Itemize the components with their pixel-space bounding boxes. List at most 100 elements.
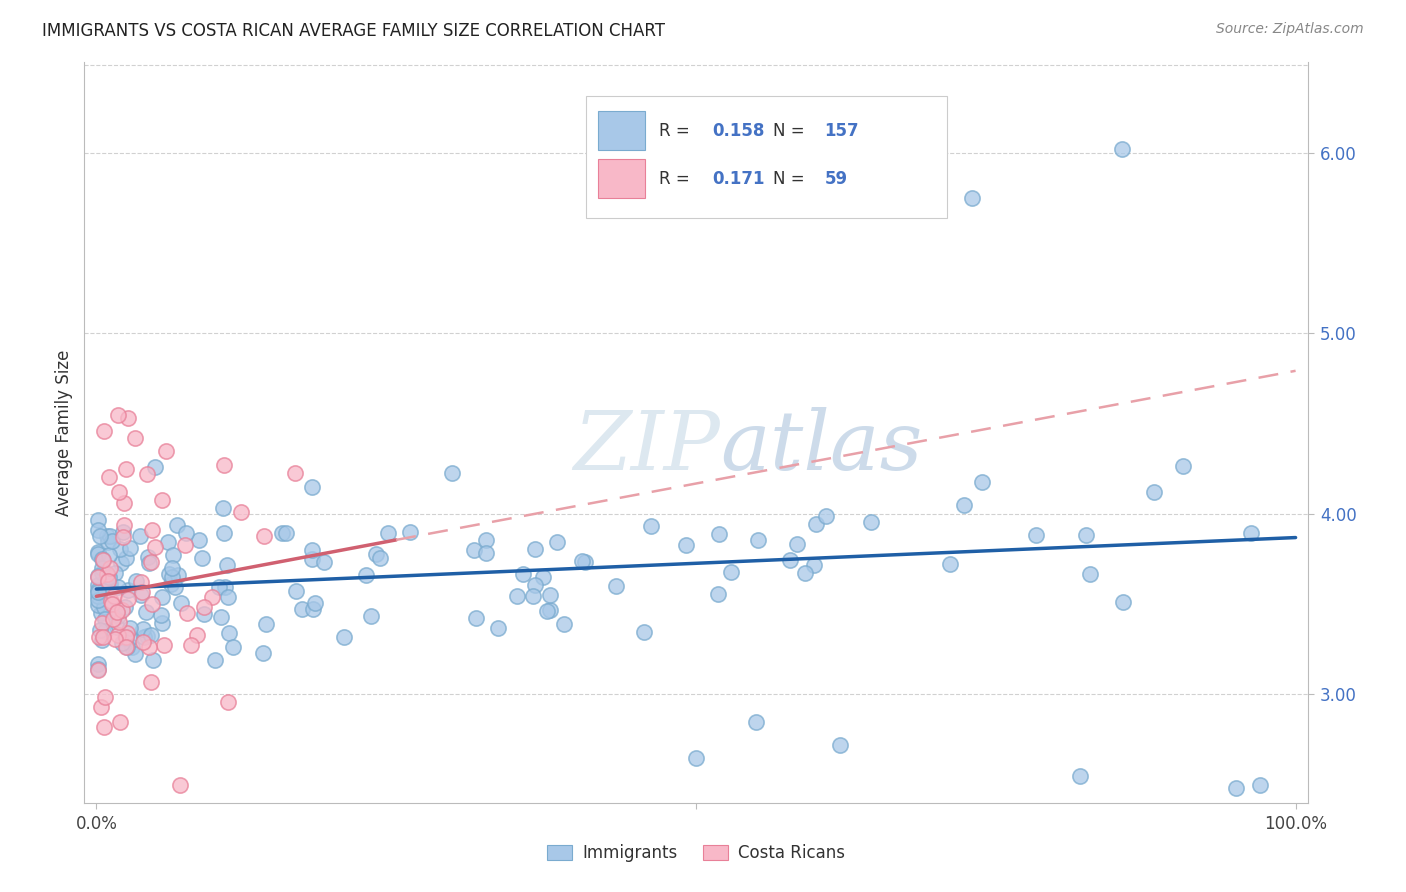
Point: [110, 556, 132, 570]
Point: [115, 461, 138, 475]
Point: [633, 624, 655, 639]
Point: [204, 653, 226, 667]
Point: [574, 555, 596, 569]
Point: [828, 738, 851, 752]
Point: [217, 590, 239, 604]
Point: [960, 191, 983, 205]
Point: [135, 629, 157, 643]
Point: [86, 598, 108, 612]
Point: [108, 615, 131, 630]
Point: [98, 529, 121, 543]
Point: [112, 518, 135, 533]
Point: [571, 554, 593, 568]
Text: Source: ZipAtlas.com: Source: ZipAtlas.com: [1216, 22, 1364, 37]
Point: [176, 526, 198, 541]
Point: [360, 608, 382, 623]
Point: [110, 714, 132, 729]
Point: [1025, 528, 1047, 542]
Point: [157, 566, 180, 581]
Point: [138, 640, 160, 654]
Text: 157: 157: [824, 121, 859, 139]
Point: [464, 610, 486, 624]
Point: [86, 657, 108, 671]
Point: [211, 501, 233, 516]
Point: [209, 609, 232, 624]
Point: [536, 604, 558, 618]
FancyBboxPatch shape: [598, 160, 644, 198]
Point: [176, 607, 198, 621]
Point: [253, 528, 276, 542]
Point: [117, 592, 139, 607]
Point: [274, 526, 297, 541]
Point: [463, 542, 485, 557]
Point: [98, 561, 121, 575]
Point: [94, 582, 117, 596]
Point: [173, 538, 195, 552]
Point: [107, 620, 129, 634]
Point: [87, 630, 110, 644]
Point: [96, 528, 118, 542]
Point: [139, 674, 162, 689]
Point: [128, 529, 150, 543]
Point: [1112, 595, 1135, 609]
Point: [89, 623, 111, 637]
Point: [97, 582, 120, 596]
Point: [231, 505, 253, 519]
Point: [87, 513, 110, 527]
Point: [1249, 778, 1271, 792]
Point: [115, 550, 138, 565]
Point: [115, 630, 138, 644]
Point: [605, 579, 627, 593]
Point: [291, 601, 314, 615]
Point: [131, 585, 153, 599]
Point: [1111, 142, 1133, 156]
Point: [162, 549, 184, 563]
Point: [512, 567, 534, 582]
Point: [101, 598, 124, 612]
Point: [104, 607, 127, 622]
Point: [538, 589, 561, 603]
Point: [150, 493, 173, 508]
Point: [86, 569, 108, 583]
Point: [141, 628, 163, 642]
Point: [191, 551, 214, 566]
Point: [150, 607, 173, 622]
Point: [93, 624, 115, 638]
Point: [142, 653, 165, 667]
Point: [505, 589, 527, 603]
Point: [786, 537, 808, 551]
Point: [129, 575, 152, 590]
Point: [153, 639, 176, 653]
Legend: Immigrants, Costa Ricans: Immigrants, Costa Ricans: [541, 838, 851, 869]
Point: [135, 605, 157, 619]
Text: R =: R =: [659, 169, 696, 187]
Point: [98, 549, 121, 563]
Point: [304, 596, 326, 610]
Text: R =: R =: [659, 121, 696, 139]
Point: [675, 539, 697, 553]
Point: [98, 570, 121, 584]
FancyBboxPatch shape: [598, 112, 644, 150]
Point: [685, 750, 707, 764]
Point: [779, 553, 801, 567]
Point: [524, 578, 547, 592]
Point: [141, 555, 163, 569]
Point: [94, 690, 117, 704]
Point: [364, 547, 387, 561]
Point: [214, 458, 236, 473]
Point: [553, 617, 575, 632]
Point: [115, 640, 138, 655]
Point: [114, 631, 136, 645]
Point: [187, 533, 209, 548]
Point: [377, 525, 399, 540]
Point: [180, 638, 202, 652]
Point: [333, 630, 356, 644]
Point: [1074, 528, 1097, 542]
Point: [169, 778, 191, 792]
Point: [129, 588, 152, 602]
Point: [111, 603, 134, 617]
Point: [132, 635, 155, 649]
Text: IMMIGRANTS VS COSTA RICAN AVERAGE FAMILY SIZE CORRELATION CHART: IMMIGRANTS VS COSTA RICAN AVERAGE FAMILY…: [42, 22, 665, 40]
Point: [284, 466, 307, 480]
Point: [398, 524, 420, 539]
